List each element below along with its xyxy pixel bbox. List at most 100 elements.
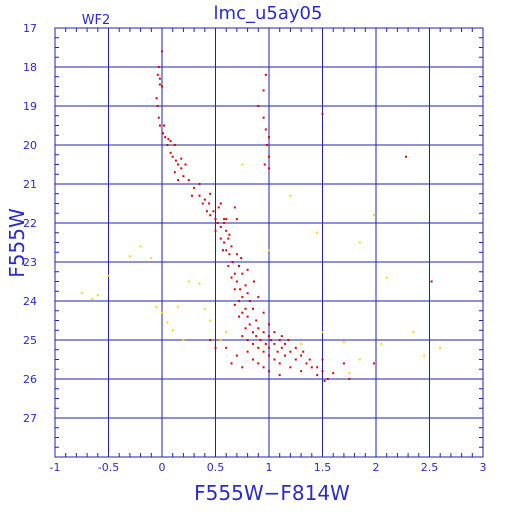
data-point bbox=[372, 362, 375, 365]
plot-frame bbox=[54, 27, 484, 458]
data-point bbox=[225, 331, 228, 334]
data-point bbox=[252, 307, 254, 310]
data-point bbox=[235, 218, 238, 221]
data-point bbox=[231, 261, 234, 263]
x-tick-label: 1 bbox=[266, 461, 273, 474]
data-point bbox=[235, 354, 238, 357]
data-point bbox=[268, 335, 270, 338]
data-point bbox=[203, 307, 206, 310]
data-point bbox=[155, 97, 158, 100]
data-point bbox=[164, 136, 167, 139]
data-point bbox=[278, 339, 281, 341]
data-point bbox=[264, 342, 267, 345]
data-point bbox=[302, 350, 305, 353]
data-point bbox=[187, 179, 190, 182]
data-point bbox=[262, 116, 265, 119]
data-point bbox=[139, 245, 142, 248]
data-point bbox=[191, 194, 193, 197]
data-point bbox=[358, 358, 361, 361]
data-point bbox=[280, 346, 283, 349]
data-point bbox=[233, 288, 236, 291]
data-point bbox=[412, 331, 415, 334]
data-point bbox=[158, 77, 161, 80]
data-point bbox=[184, 163, 187, 166]
data-point bbox=[219, 237, 222, 240]
data-point bbox=[262, 350, 265, 353]
data-point bbox=[246, 315, 249, 318]
data-point bbox=[423, 354, 426, 357]
y-axis-label: F555W bbox=[5, 208, 29, 278]
y-tick-label: 26 bbox=[23, 373, 37, 386]
data-point bbox=[239, 288, 242, 291]
data-point bbox=[241, 366, 244, 369]
panel-label: WF2 bbox=[82, 13, 111, 28]
data-point bbox=[300, 354, 303, 357]
data-point bbox=[252, 342, 254, 345]
data-point bbox=[177, 179, 180, 182]
data-point bbox=[158, 124, 161, 127]
data-point bbox=[150, 257, 153, 260]
data-point bbox=[246, 268, 249, 271]
data-point bbox=[107, 274, 110, 277]
data-point bbox=[405, 155, 407, 158]
data-point bbox=[268, 249, 270, 252]
data-point bbox=[198, 183, 201, 185]
y-tick-labels: 17 18 19 20 21 22 23 24 25 26 27 bbox=[23, 22, 37, 425]
data-point bbox=[225, 249, 228, 252]
data-point bbox=[223, 218, 226, 221]
data-point bbox=[255, 319, 258, 322]
data-point bbox=[241, 296, 244, 299]
grid-lines bbox=[54, 27, 484, 458]
x-tick-label: 2 bbox=[373, 461, 380, 474]
data-point bbox=[385, 276, 388, 279]
data-point bbox=[252, 358, 254, 361]
data-point bbox=[156, 73, 159, 76]
data-point bbox=[238, 300, 240, 302]
x-tick-label: 0.5 bbox=[207, 461, 225, 474]
data-point bbox=[253, 280, 255, 283]
data-point bbox=[161, 50, 163, 53]
data-point bbox=[158, 83, 161, 86]
data-point bbox=[273, 331, 276, 334]
data-point bbox=[252, 331, 254, 334]
data-point bbox=[161, 85, 163, 88]
data-point bbox=[214, 218, 217, 221]
data-point bbox=[278, 362, 281, 365]
data-point bbox=[380, 342, 383, 345]
data-point bbox=[246, 339, 249, 341]
data-point bbox=[342, 341, 345, 343]
data-point bbox=[228, 253, 231, 256]
data-point bbox=[223, 222, 226, 224]
data-point bbox=[208, 202, 211, 205]
x-tick-label: 1.5 bbox=[314, 461, 332, 474]
x-tick-label: 0 bbox=[159, 461, 166, 474]
data-point bbox=[240, 257, 243, 260]
data-point bbox=[217, 206, 220, 209]
data-point bbox=[273, 358, 276, 361]
x-axis-label: F555W−F814W bbox=[194, 481, 350, 505]
data-point bbox=[241, 311, 244, 314]
data-point bbox=[358, 241, 361, 244]
data-point bbox=[270, 339, 273, 341]
data-point bbox=[257, 362, 260, 365]
data-point bbox=[316, 374, 319, 377]
data-point bbox=[262, 89, 265, 92]
data-point bbox=[219, 225, 222, 228]
data-point bbox=[332, 372, 335, 375]
data-point bbox=[225, 218, 228, 221]
data-point bbox=[227, 264, 230, 267]
data-point bbox=[430, 280, 433, 283]
data-point bbox=[173, 144, 176, 146]
y-tick-label: 18 bbox=[23, 61, 37, 74]
data-point bbox=[209, 192, 212, 195]
data-point bbox=[182, 175, 185, 178]
x-tick-label: -0.5 bbox=[98, 461, 119, 474]
data-point bbox=[278, 374, 281, 377]
data-point bbox=[91, 298, 94, 300]
data-point bbox=[262, 331, 265, 334]
data-point bbox=[230, 245, 233, 248]
data-point bbox=[162, 132, 165, 135]
data-point bbox=[203, 198, 206, 201]
data-point bbox=[80, 292, 83, 295]
data-point bbox=[305, 362, 308, 365]
